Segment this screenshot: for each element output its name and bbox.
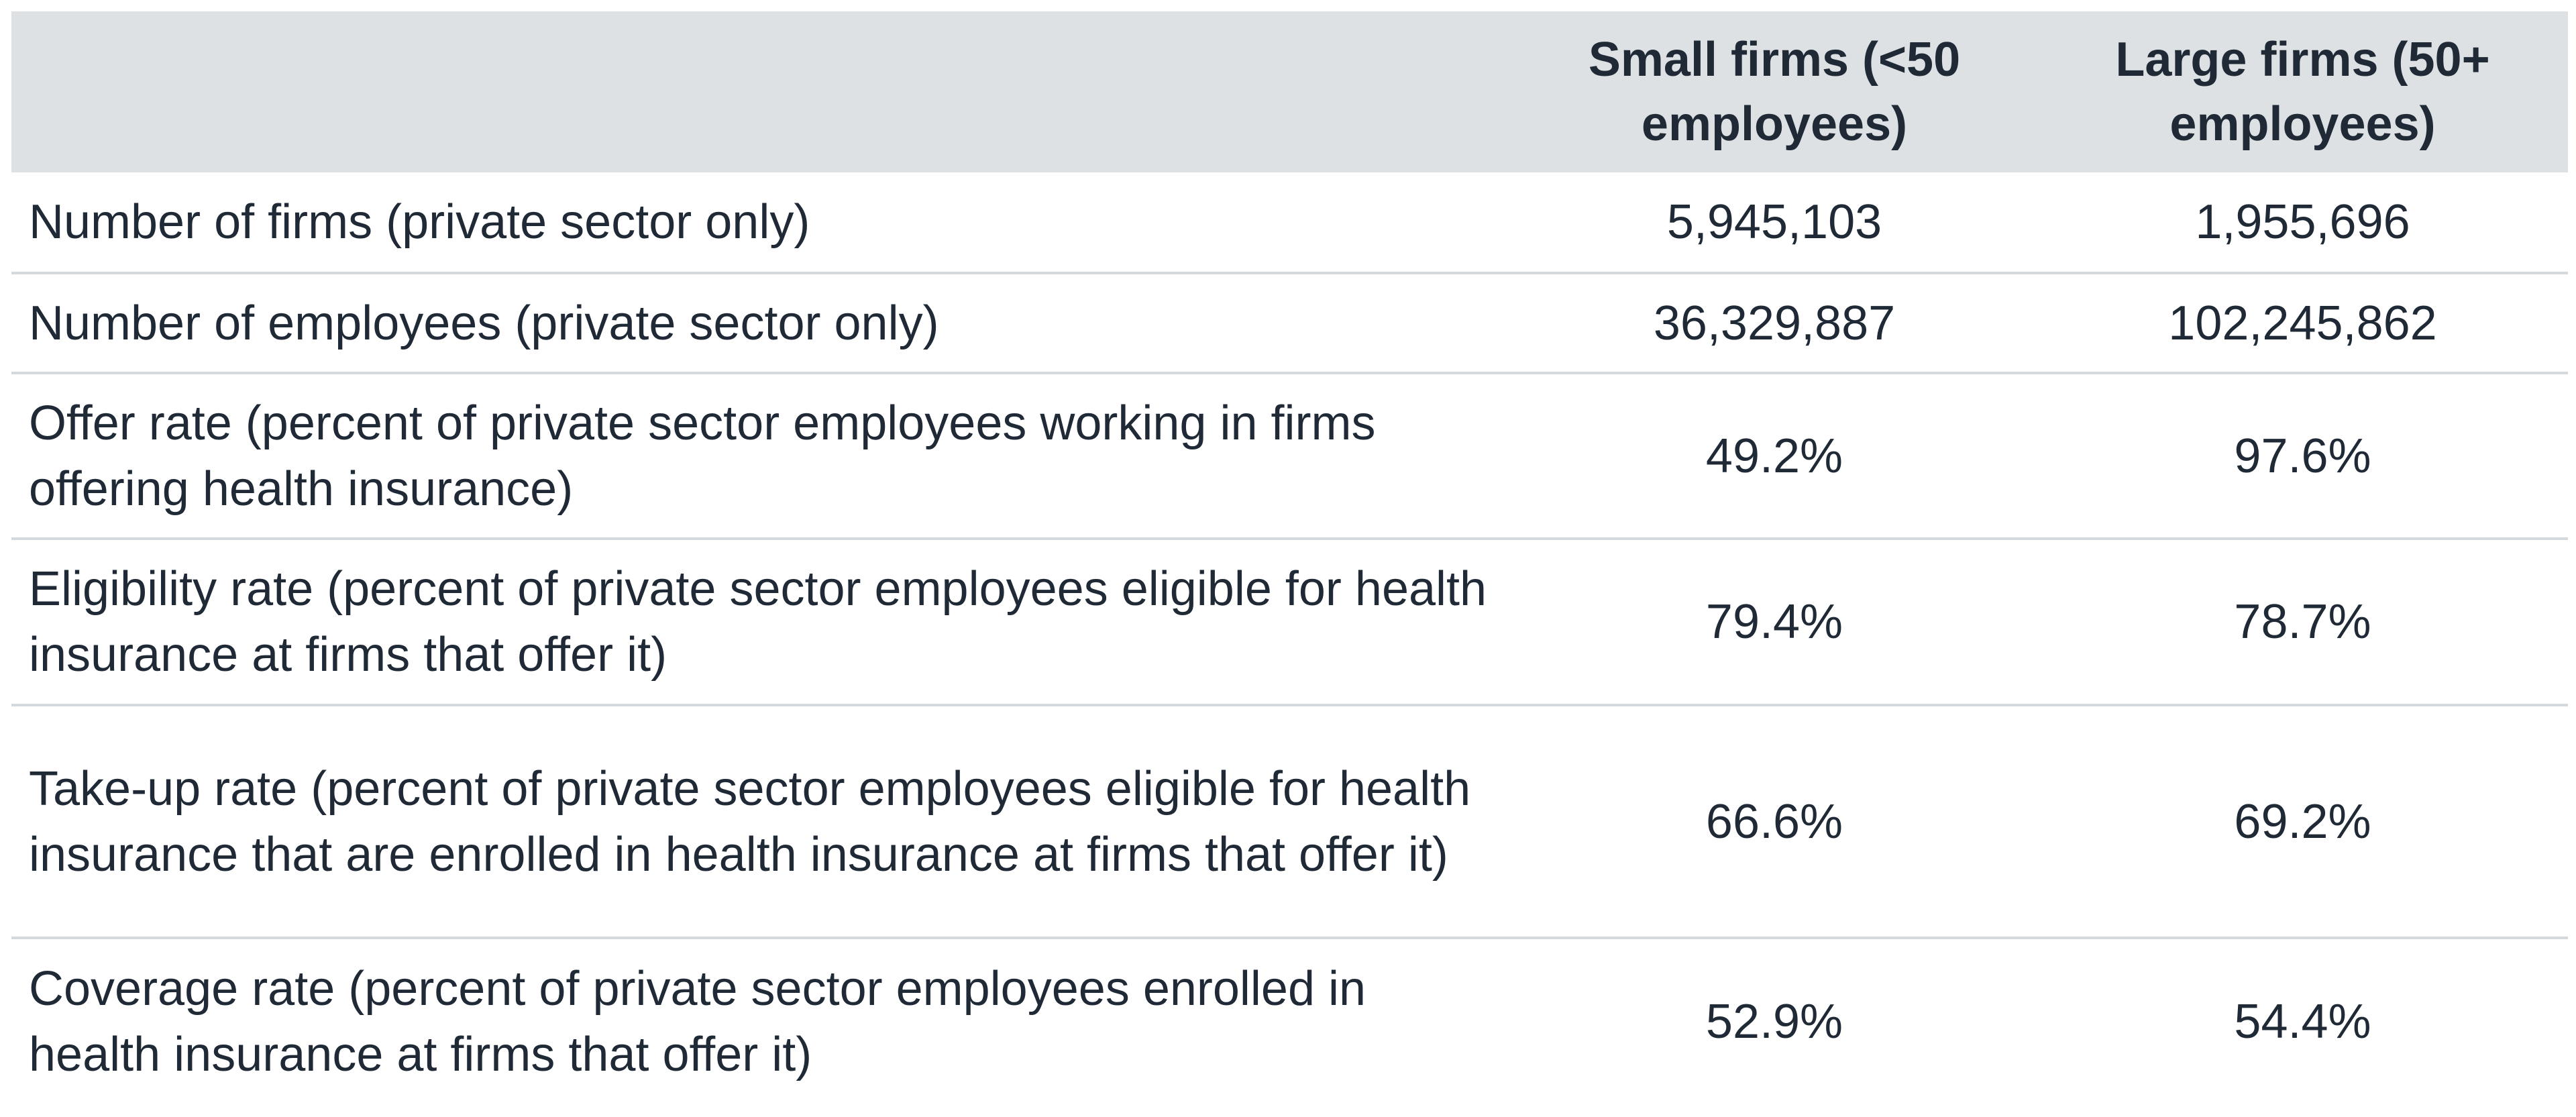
table-row: Eligibility rate (percent of private sec… (11, 539, 2568, 706)
cell-value: 52.9% (1705, 995, 1843, 1049)
header-cell: Small firms (<50 employees) (1511, 11, 2037, 172)
table-row: Coverage rate (percent of private sector… (11, 938, 2568, 1104)
cell-value: 49.2% (1511, 373, 2037, 540)
header-cell (11, 11, 1511, 172)
cell-value: 102,245,862 (2037, 273, 2568, 374)
cell-value: 1,955,696 (2037, 172, 2568, 274)
table-header: Small firms (<50 employees) Large firms … (11, 11, 2568, 172)
row-label: Eligibility rate (percent of private sec… (11, 539, 1511, 706)
row-label: Take-up rate (percent of private sector … (11, 705, 1511, 939)
cell-value: 69.2% (2037, 705, 2568, 939)
data-table: Small firms (<50 employees) Large firms … (11, 11, 2568, 1104)
table-row: Number of employees (private sector only… (11, 273, 2568, 374)
cell-value: 66.6% (1511, 705, 2037, 939)
cell-value: 79.4% (1511, 539, 2037, 706)
cell-value: 5,945,103 (1511, 172, 2037, 274)
table-row: Take-up rate (percent of private sector … (11, 705, 2568, 939)
table-row: Number of firms (private sector only) 5,9… (11, 172, 2568, 274)
table-row: Offer rate (percent of private sector em… (11, 373, 2568, 540)
cell-value: 97.6% (2037, 373, 2568, 540)
header-row: Small firms (<50 employees) Large firms … (11, 11, 2568, 172)
header-cell: Large firms (50+ employees) (2037, 11, 2568, 172)
cell-value: 36,329,887 (1511, 273, 2037, 374)
row-label: Number of employees (private sector only… (11, 273, 1511, 374)
row-label: Coverage rate (percent of private sector… (29, 962, 1366, 1081)
cell-value: 54.4% (2234, 995, 2371, 1049)
row-label: Number of firms (private sector only) (11, 172, 1511, 274)
row-label: Offer rate (percent of private sector em… (11, 373, 1511, 540)
cell-value: 78.7% (2037, 539, 2568, 706)
table-body: Number of firms (private sector only) 5,9… (11, 172, 2568, 1104)
